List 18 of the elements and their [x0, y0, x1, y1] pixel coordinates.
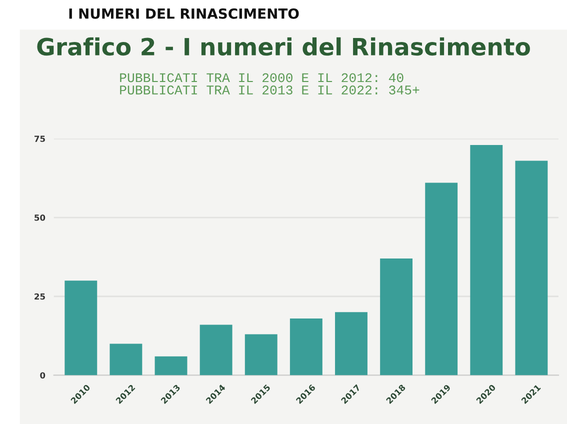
bar — [154, 356, 188, 376]
bar — [290, 318, 322, 376]
chart-subtitle: PUBBLICATI TRA IL 2000 E IL 2012: 40 PUBBLICATI TRA IL 2013 E IL 2022: 345+ — [120, 73, 420, 94]
bar — [470, 144, 503, 376]
bar — [515, 160, 548, 376]
bar — [380, 258, 413, 376]
bar — [64, 280, 98, 376]
text: I NUMERI DEL RINASCIMENTO — [69, 8, 299, 19]
y-tick-label: 25 — [34, 293, 45, 300]
bar — [425, 182, 458, 376]
bar — [244, 334, 278, 376]
chart-title: Grafico 2 - I numeri del Rinascimento — [37, 37, 530, 56]
bar — [200, 324, 232, 376]
y-tick-label: 75 — [34, 136, 45, 142]
bar — [110, 344, 142, 376]
y-tick-label: 50 — [34, 214, 46, 221]
y-tick-label: 0 — [40, 372, 46, 379]
bar — [335, 312, 368, 376]
